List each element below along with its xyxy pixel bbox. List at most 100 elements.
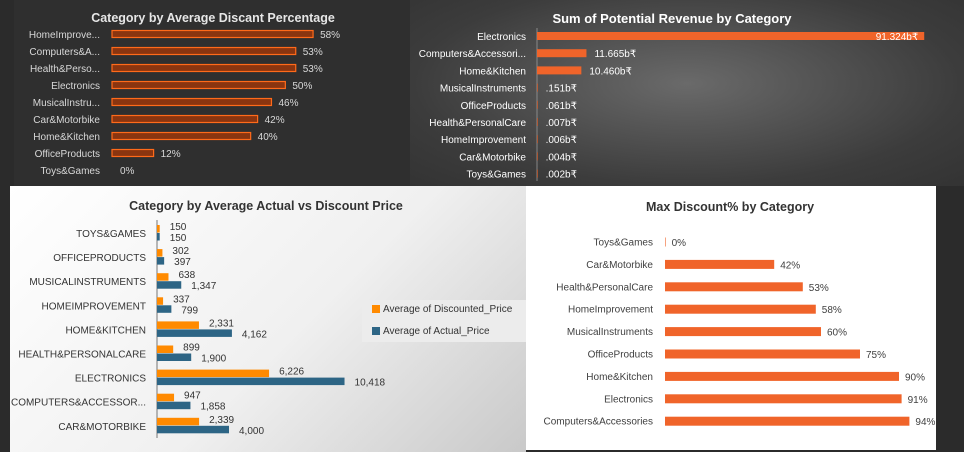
actual-vs-discount-price-svg: Category by Average Actual vs Discount P… (11, 199, 526, 438)
actual-vs-discount-price-chart: Category by Average Actual vs Discount P… (10, 186, 526, 452)
legend-label-discounted: Average of Discounted_Price (383, 304, 513, 315)
background-strip (936, 186, 964, 452)
category-label: Health&PersonalCare (429, 118, 526, 129)
data-label: 150 (170, 222, 187, 233)
bar (157, 233, 160, 241)
category-label: OFFICEPRODUCTS (53, 253, 146, 264)
data-label: 2,331 (209, 318, 234, 329)
category-label: Computers&Accessories (544, 417, 653, 428)
bar (665, 416, 910, 426)
data-label: 60% (827, 328, 847, 339)
max-discount-percentage-svg: Max Discount% by Category Toys&Games 0% Ca… (544, 200, 936, 428)
data-label: 90% (905, 372, 925, 383)
bar (157, 329, 232, 337)
category-label: MusicalInstruments (440, 84, 526, 95)
bar (665, 349, 860, 359)
data-label: 58% (320, 30, 340, 41)
legend-background (362, 300, 526, 342)
bar (665, 371, 899, 381)
category-label: CAR&MOTORBIKE (58, 422, 146, 433)
data-label: 58% (822, 305, 842, 316)
bar (111, 46, 297, 56)
legend-label-actual: Average of Actual_Price (383, 326, 490, 337)
category-label: Home&Kitchen (33, 132, 100, 143)
data-label: 899 (183, 343, 200, 354)
data-label: 10.460b₹ (589, 66, 632, 77)
bar (157, 345, 174, 353)
category-label: Home&Kitchen (459, 66, 526, 77)
bar (157, 281, 182, 289)
category-label: HomeImprovement (568, 305, 653, 316)
bar (111, 131, 252, 141)
bar (665, 304, 816, 314)
category-label: COMPUTERS&ACCESSOR... (11, 398, 146, 409)
data-label: 4,000 (239, 426, 264, 437)
data-label: 1,347 (191, 281, 216, 292)
data-label: .002b₹ (546, 170, 577, 181)
bar (157, 417, 200, 426)
category-label: Computers&Accessori... (419, 49, 526, 60)
category-label: Electronics (477, 32, 526, 43)
data-label: 638 (178, 270, 195, 281)
bar (537, 32, 925, 40)
category-label: Toys&Games (467, 170, 526, 181)
chart-title: Max Discount% by Category (646, 200, 814, 214)
data-label: .061b₹ (546, 101, 577, 112)
data-label: 397 (174, 257, 191, 268)
bar (537, 152, 538, 161)
avg-discount-percentage-chart: Category by Average Discant Percentage H… (14, 0, 410, 186)
category-label: Computers&A... (29, 47, 100, 58)
category-label: HOME&KITCHEN (65, 325, 146, 336)
data-label: .151b₹ (546, 84, 577, 95)
data-label: 0% (672, 238, 687, 249)
data-label: 2,339 (209, 415, 234, 426)
category-label: Toys&Games (41, 166, 100, 177)
bar (665, 259, 775, 269)
data-label: 53% (303, 47, 323, 58)
category-label: OfficeProducts (35, 149, 100, 160)
bar (537, 169, 538, 178)
bar (665, 282, 803, 292)
bar (157, 393, 175, 402)
category-label: OfficeProducts (588, 350, 653, 361)
data-label: 11.665b₹ (594, 49, 636, 60)
bar (111, 29, 314, 39)
bar (537, 135, 538, 144)
legend: Average of Discounted_Price Average of A… (362, 300, 526, 342)
data-label: 337 (173, 294, 190, 305)
category-label: Car&Motorbike (586, 260, 653, 271)
chart-title: Category by Average Actual vs Discount P… (129, 199, 403, 213)
category-label: TOYS&GAMES (76, 229, 146, 240)
bar (111, 97, 273, 107)
bar (157, 369, 270, 378)
data-label: 302 (172, 246, 189, 257)
bar (665, 327, 821, 337)
potential-revenue-svg: Sum of Potential Revenue by Category Ele… (419, 11, 925, 181)
category-label: HomeImprove... (29, 30, 100, 41)
data-label: .006b₹ (546, 135, 577, 146)
category-label: Car&Motorbike (459, 152, 526, 163)
data-label: 75% (866, 350, 886, 361)
bar (111, 148, 155, 158)
bar (111, 80, 286, 90)
data-label: 40% (258, 132, 278, 143)
bar (665, 237, 666, 247)
bar (537, 66, 582, 75)
category-label: Car&Motorbike (33, 115, 100, 126)
bar (111, 63, 297, 73)
data-label: 6,226 (279, 367, 304, 378)
data-label: 799 (181, 305, 198, 316)
bar (111, 114, 259, 124)
data-label: 91.324b₹ (876, 32, 919, 43)
data-label: 53% (809, 283, 829, 294)
category-label: HOMEIMPROVEMENT (42, 301, 146, 312)
bar (157, 353, 192, 361)
bar (157, 401, 191, 410)
max-discount-percentage-chart: Max Discount% by Category Toys&Games 0% Ca… (526, 186, 936, 450)
bar (157, 273, 169, 281)
bar (537, 100, 538, 109)
avg-discount-percentage-svg: Category by Average Discant Percentage H… (29, 11, 340, 177)
data-label: 1,900 (201, 354, 226, 365)
data-label: 150 (170, 233, 187, 244)
data-label: 50% (292, 81, 312, 92)
